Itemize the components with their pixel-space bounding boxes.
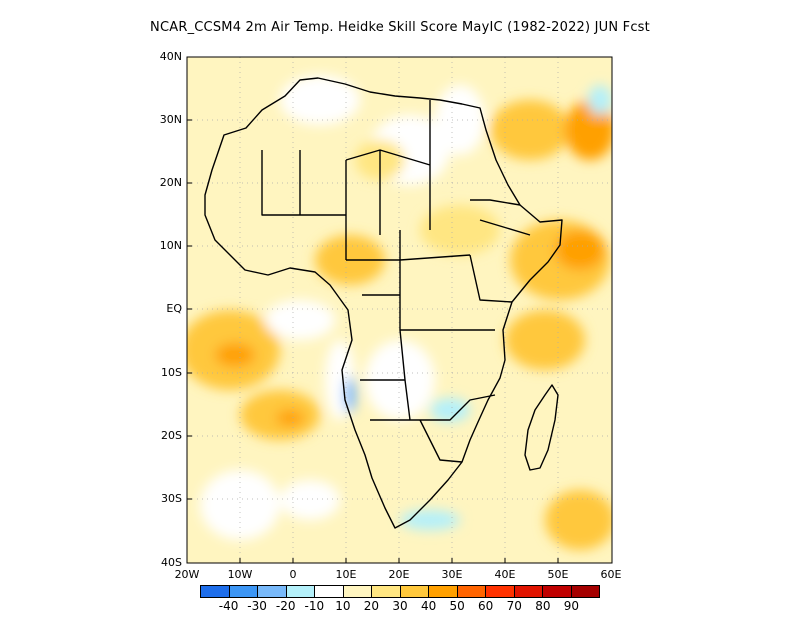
lat-label-20s: 20S xyxy=(161,429,182,442)
graticule xyxy=(187,57,612,563)
colorbar-label: 10 xyxy=(335,599,351,613)
colorbar-swatch xyxy=(257,585,286,598)
colorbar-label: -10 xyxy=(304,599,325,613)
skill-patch xyxy=(280,75,360,125)
skill-patch xyxy=(430,398,470,422)
lon-label-50e: 50E xyxy=(547,568,569,581)
lon-label-30e: 30E xyxy=(441,568,463,581)
skill-patch xyxy=(505,310,585,370)
lat-label-30s: 30S xyxy=(161,492,182,505)
colorbar-label: 80 xyxy=(535,599,551,613)
colorbar-swatch xyxy=(456,585,485,598)
colorbar-swatch xyxy=(399,585,428,598)
lon-label-20w: 20W xyxy=(174,568,200,581)
lat-label-20n: 20N xyxy=(159,176,182,189)
skill-patch xyxy=(588,85,612,115)
colorbar-label: -20 xyxy=(275,599,296,613)
lon-label-10e: 10E xyxy=(335,568,357,581)
skill-shading xyxy=(187,75,612,550)
colorbar-label: 20 xyxy=(363,599,380,613)
lat-label-10s: 10S xyxy=(161,366,182,379)
lat-label-eq: EQ xyxy=(166,302,182,315)
lon-label-40e: 40E xyxy=(494,568,516,581)
colorbar-swatch xyxy=(228,585,257,598)
africa-coastline xyxy=(204,77,563,529)
lat-label-10n: 10N xyxy=(159,239,182,252)
skill-patch xyxy=(420,205,500,255)
skill-patch xyxy=(280,480,340,520)
colorbar-label: 90 xyxy=(563,599,580,613)
colorbar-swatch xyxy=(342,585,371,598)
lat-label-40n: 40N xyxy=(159,50,182,63)
skill-patch xyxy=(545,490,612,550)
colorbar-swatch xyxy=(200,585,229,598)
lon-label-60e: 60E xyxy=(600,568,622,581)
colorbar-label: 40 xyxy=(420,599,437,613)
colorbar-label: 60 xyxy=(478,599,494,613)
skill-patch xyxy=(215,343,255,367)
colorbar-swatch xyxy=(428,585,457,598)
skill-patch xyxy=(265,300,335,340)
colorbar-label: 30 xyxy=(392,599,408,613)
country-borders xyxy=(204,77,563,529)
colorbar-label: -30 xyxy=(247,599,267,613)
skill-patch xyxy=(565,100,612,160)
skill-patch xyxy=(200,470,280,540)
colorbar-label: 70 xyxy=(506,599,522,613)
lon-label-10w: 10W xyxy=(227,568,253,581)
skill-patch xyxy=(276,410,304,426)
colorbar-swatch xyxy=(314,585,343,598)
skill-patch xyxy=(435,85,485,155)
madagascar-outline xyxy=(524,384,559,471)
frame-ticks xyxy=(187,119,559,563)
colorbar-swatch xyxy=(485,585,514,598)
colorbar-swatch xyxy=(542,585,571,598)
lon-label-0: 0 xyxy=(289,568,297,581)
colorbar xyxy=(200,585,600,598)
colorbar-swatch xyxy=(371,585,400,598)
skill-patch xyxy=(490,100,570,160)
colorbar-swatch xyxy=(570,585,600,598)
colorbar-swatch xyxy=(513,585,542,598)
lat-label-40s: 40S xyxy=(161,556,182,569)
colorbar-label: -40 xyxy=(218,599,239,613)
skill-patch xyxy=(555,230,605,270)
colorbar-label: 50 xyxy=(449,599,465,613)
border-line xyxy=(261,100,531,463)
lat-label-30n: 30N xyxy=(159,113,182,126)
lon-label-20e: 20E xyxy=(388,568,410,581)
map-title: NCAR_CCSM4 2m Air Temp. Heidke Skill Sco… xyxy=(150,20,650,35)
colorbar-swatch xyxy=(285,585,314,598)
